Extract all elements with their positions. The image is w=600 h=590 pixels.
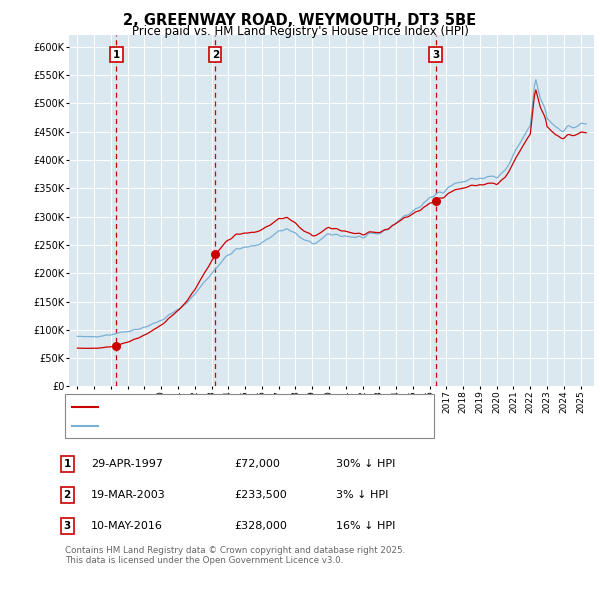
Text: HPI: Average price, detached house, Dorset: HPI: Average price, detached house, Dors…	[101, 421, 318, 431]
Text: 10-MAY-2016: 10-MAY-2016	[91, 521, 163, 530]
Text: 2, GREENWAY ROAD, WEYMOUTH, DT3 5BE: 2, GREENWAY ROAD, WEYMOUTH, DT3 5BE	[124, 13, 476, 28]
Text: £328,000: £328,000	[234, 521, 287, 530]
Text: 2, GREENWAY ROAD, WEYMOUTH, DT3 5BE (detached house): 2, GREENWAY ROAD, WEYMOUTH, DT3 5BE (det…	[101, 402, 407, 412]
Text: 2: 2	[212, 50, 219, 60]
Text: £233,500: £233,500	[234, 490, 287, 500]
Text: 3% ↓ HPI: 3% ↓ HPI	[336, 490, 388, 500]
Text: £72,000: £72,000	[234, 460, 280, 469]
Text: 19-MAR-2003: 19-MAR-2003	[91, 490, 166, 500]
Text: 16% ↓ HPI: 16% ↓ HPI	[336, 521, 395, 530]
Text: 29-APR-1997: 29-APR-1997	[91, 460, 163, 469]
Text: 1: 1	[64, 460, 71, 469]
Text: Contains HM Land Registry data © Crown copyright and database right 2025.
This d: Contains HM Land Registry data © Crown c…	[65, 546, 405, 565]
Text: 30% ↓ HPI: 30% ↓ HPI	[336, 460, 395, 469]
Text: 3: 3	[432, 50, 439, 60]
Text: 2: 2	[64, 490, 71, 500]
Text: 3: 3	[64, 521, 71, 530]
Text: Price paid vs. HM Land Registry's House Price Index (HPI): Price paid vs. HM Land Registry's House …	[131, 25, 469, 38]
Text: 1: 1	[113, 50, 120, 60]
